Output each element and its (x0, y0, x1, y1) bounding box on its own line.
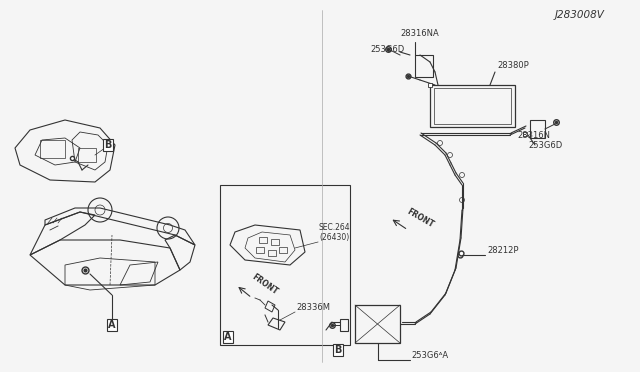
Text: FRONT: FRONT (405, 206, 435, 229)
Bar (220, 185, 350, 345)
Bar (268, 250, 276, 256)
Text: 28212P: 28212P (487, 246, 518, 255)
Bar (271, 239, 279, 245)
Text: 28336M: 28336M (296, 303, 330, 312)
Bar (430, 85, 515, 127)
Bar (340, 319, 348, 331)
Text: 253G6ᴬA: 253G6ᴬA (411, 351, 448, 360)
Text: J283008V: J283008V (555, 10, 605, 20)
Text: SEC.264
(26430): SEC.264 (26430) (319, 222, 351, 242)
Text: 28380P: 28380P (497, 61, 529, 70)
Text: A: A (108, 320, 116, 330)
Bar (530, 120, 545, 138)
Bar (256, 247, 264, 253)
Bar (78, 148, 96, 162)
Text: A: A (224, 332, 232, 342)
Text: B: B (334, 345, 342, 355)
Text: 28316NA: 28316NA (400, 29, 439, 38)
Bar (279, 247, 287, 253)
Bar (259, 237, 267, 243)
Text: 253G6D: 253G6D (370, 45, 404, 54)
Bar (415, 55, 433, 77)
Text: 253G6D: 253G6D (528, 141, 563, 150)
Text: 28316N: 28316N (517, 131, 550, 140)
Bar (355, 305, 400, 343)
Bar (434, 88, 511, 124)
Text: B: B (104, 140, 112, 150)
Text: FRONT: FRONT (250, 273, 279, 297)
Bar (40, 140, 65, 158)
